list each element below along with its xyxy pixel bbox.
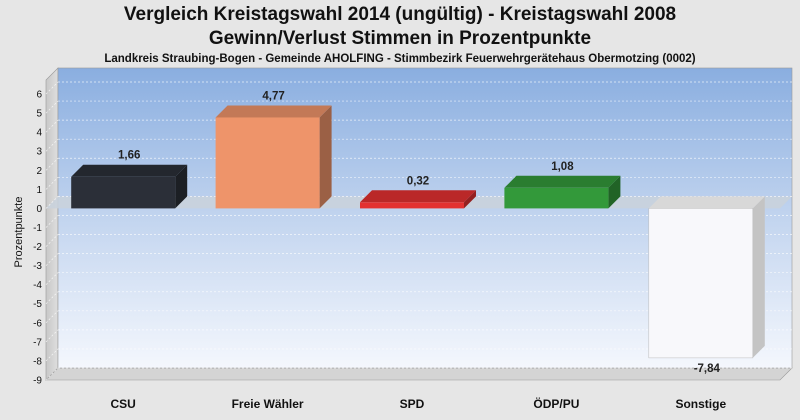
bar-side [608, 175, 621, 209]
grid-line-side [45, 100, 59, 114]
y-tick-label: -5 [33, 299, 42, 310]
y-axis-ticks: 6 5 4 3 2 1 0 -1 -2 -3 -4 -5 -6 -7 -8 -9 [33, 90, 42, 387]
bar-front [360, 202, 464, 209]
grid-lines [45, 81, 792, 381]
bar-side [319, 105, 332, 209]
data-label: 4,77 [262, 90, 284, 102]
bar-front [504, 187, 609, 209]
grid-line-side [45, 310, 59, 324]
bar-top [504, 175, 621, 188]
grid-line-side [45, 234, 59, 247]
y-tick-label: 0 [36, 204, 42, 215]
chart-title: Vergleich Kreistagswahl 2014 (ungültig) … [123, 4, 677, 25]
grid-line-side [45, 138, 59, 152]
x-category-label: ÖDP/PU [533, 396, 579, 411]
plot-floor [45, 367, 793, 381]
y-tick-label: -9 [33, 376, 42, 387]
data-label: 0,32 [407, 175, 429, 187]
grid-line-side [45, 119, 59, 133]
y-tick-label: 2 [36, 166, 42, 177]
bar-top [360, 190, 476, 203]
bar-2 [360, 190, 476, 209]
grid-line-side [45, 158, 59, 171]
x-category-label: SPD [400, 397, 425, 411]
data-label: 1,08 [551, 161, 574, 173]
grid-line-side [45, 348, 59, 362]
bar-top [71, 164, 188, 177]
grid-line-side [45, 81, 59, 95]
y-tick-label: 1 [36, 185, 42, 196]
grid-line-side [45, 196, 59, 209]
y-tick-label: -3 [33, 261, 42, 272]
bar-front [71, 176, 176, 209]
bar-3 [504, 175, 621, 209]
y-tick-label: -6 [33, 318, 42, 329]
grid-line-side [45, 329, 59, 343]
data-label: -7,84 [694, 363, 721, 375]
bar-front [648, 208, 754, 359]
chart-subtitle: Landkreis Straubing-Bogen - Gemeinde AHO… [104, 53, 696, 65]
bar-side [175, 164, 188, 209]
bar-front [215, 117, 320, 209]
x-category-label: Freie Wähler [232, 397, 304, 411]
bar-side [752, 196, 765, 358]
y-tick-label: -8 [33, 356, 42, 367]
grid-line-side [45, 291, 59, 304]
bar-4 [648, 196, 765, 359]
y-tick-label: 5 [36, 109, 42, 120]
y-axis-label: Prozentpunkte [13, 197, 25, 268]
x-category-label: CSU [111, 397, 136, 411]
y-tick-label: -4 [33, 280, 42, 291]
y-tick-label: 3 [36, 147, 42, 158]
y-tick-label: -1 [33, 223, 42, 234]
bar-top [648, 196, 765, 209]
grid-line-side [45, 272, 59, 285]
y-tick-label: 4 [36, 128, 42, 139]
grid-line-side [45, 177, 59, 190]
grid-line-side [45, 253, 59, 266]
bar-0 [71, 164, 188, 209]
y-tick-label: -7 [33, 337, 42, 348]
bar-1 [215, 105, 332, 209]
y-tick-label: 6 [36, 90, 42, 101]
data-label: 1,66 [118, 150, 140, 162]
x-category-label: Sonstige [675, 397, 726, 411]
grid-line-side [45, 215, 59, 228]
plot-side-wall [45, 67, 59, 381]
chart-title-line-2: Gewinn/Verlust Stimmen in Prozentpunkte [208, 28, 592, 49]
bars: 1,66 4,77 0,32 1,08 -7,84 [71, 90, 765, 375]
y-tick-label: -2 [33, 242, 42, 253]
x-axis-categories: CSU Freie Wähler SPD ÖDP/PU Sonstige [111, 396, 727, 411]
grid-line-side [45, 367, 59, 381]
bar-side [464, 190, 476, 209]
bar-top [215, 105, 332, 118]
